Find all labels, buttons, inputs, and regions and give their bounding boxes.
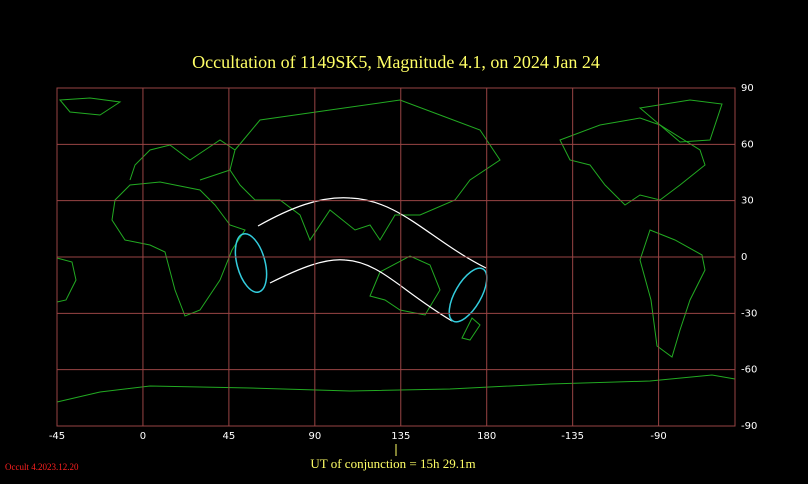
y-tick-label: 90 [741, 83, 754, 94]
y-tick-label: 60 [741, 139, 754, 150]
y-tick-label: -60 [741, 365, 757, 376]
x-tick-label: -45 [49, 431, 65, 442]
coastline [56, 374, 736, 403]
y-tick-label: -30 [741, 308, 757, 319]
coastline [129, 139, 236, 181]
coastline [369, 255, 441, 316]
y-tick-label: 30 [741, 196, 754, 207]
coastline [58, 97, 122, 116]
y-tick-label: 0 [741, 252, 747, 263]
coastline [461, 317, 481, 341]
coastline [111, 181, 246, 317]
shadow-ellipse-end [448, 267, 488, 323]
x-tick-label: -135 [561, 431, 584, 442]
coastlines [56, 97, 736, 403]
x-tick-label: 90 [308, 431, 321, 442]
path-north-limit [257, 197, 487, 269]
x-tick-label: -90 [650, 431, 666, 442]
coastline [56, 257, 77, 303]
map-frame [56, 87, 736, 427]
x-tick-label: 135 [391, 431, 410, 442]
version: Occult 4.2023.12.20 [5, 462, 79, 472]
coastline [639, 229, 706, 358]
coastline [638, 99, 723, 143]
coastline [559, 117, 706, 206]
shadow-ellipse-start [234, 233, 268, 293]
x-tick-label: 0 [140, 431, 146, 442]
conjunction-time: UT of conjunction = 15h 29.1m [310, 456, 475, 471]
x-tick-label: 45 [223, 431, 236, 442]
y-tick-label: -90 [741, 421, 757, 432]
occultation-path [234, 197, 488, 323]
coastline [229, 99, 501, 242]
title: Occultation of 1149SK5, Magnitude 4.1, o… [192, 52, 600, 72]
x-tick-label: 180 [477, 431, 496, 442]
path-south-limit [269, 259, 453, 322]
